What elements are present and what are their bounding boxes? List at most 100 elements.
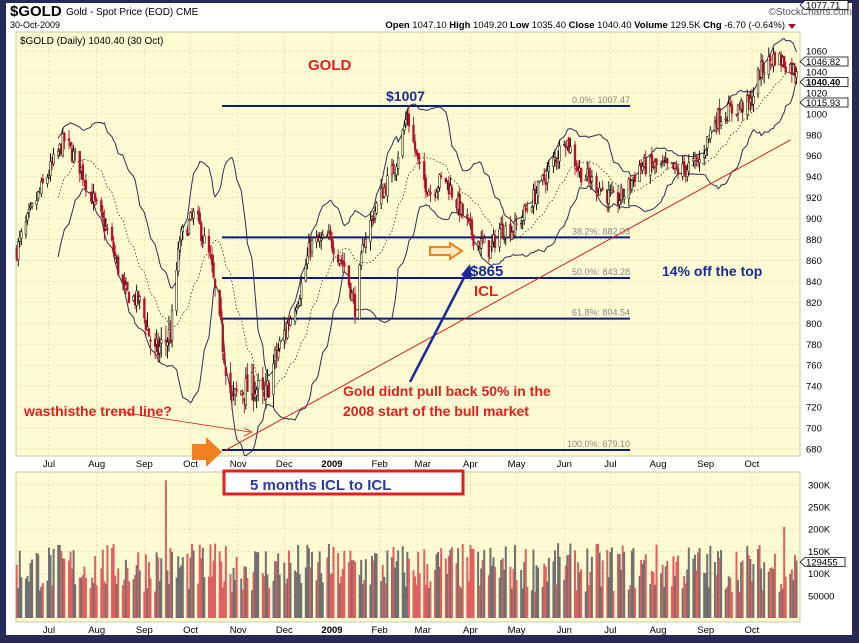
candle-body (666, 158, 669, 164)
candle-body (661, 160, 664, 162)
volume-bar (792, 580, 795, 618)
volume-bar (309, 567, 312, 618)
candle-body (224, 367, 228, 376)
candle-body (621, 188, 624, 199)
volume-bar (512, 568, 515, 618)
candle-body (598, 187, 601, 196)
instrument-name: Gold - Spot Price (EOD) CME (66, 7, 199, 18)
candle-body (552, 157, 555, 167)
candle-body (536, 181, 540, 197)
volume-bar (310, 552, 313, 618)
volume-bar (231, 592, 234, 618)
fibonacci-retracement: 0.0%: 1007.47 38.2%: 882.03 50.0%: 843.28 6… (222, 95, 630, 451)
candle-body (298, 298, 301, 306)
volume-bar (307, 548, 310, 618)
volume-bar (461, 543, 464, 618)
volume-bar (449, 549, 452, 618)
volume-bar (157, 557, 160, 618)
volume-tick-label: 150K (808, 547, 831, 558)
candle-body (283, 330, 286, 341)
volume-bar (103, 581, 106, 618)
volume-bar (171, 552, 174, 618)
candle-body (396, 157, 400, 169)
candle-body (543, 173, 546, 181)
volume-bar (555, 584, 558, 618)
volume-bar (124, 559, 127, 618)
annotation-pullback-2: 2008 start of the bull market (343, 403, 529, 419)
candle-body (329, 230, 332, 236)
candle-body (40, 180, 43, 195)
candle-body (164, 339, 168, 343)
candle-body (633, 175, 637, 182)
volume-bar (343, 550, 346, 618)
volume-bar (515, 580, 518, 618)
volume-bar (494, 567, 497, 618)
volume-bar (446, 573, 449, 618)
candle-body (192, 210, 195, 219)
volume-bar (106, 545, 109, 618)
volume-bar (752, 564, 755, 618)
candle-body (84, 180, 88, 191)
candle-body (503, 238, 506, 240)
volume-bar (697, 552, 700, 618)
candle-body (223, 353, 226, 364)
volume-bar (693, 554, 696, 618)
candle-body (470, 219, 474, 236)
volume-bar (520, 569, 523, 618)
candle-body (415, 149, 418, 154)
volume-bar (530, 590, 533, 618)
date-tick-label: Feb (371, 625, 387, 636)
fib-level-label: 38.2%: 882.03 (572, 226, 630, 236)
date-tick-label: Jul (604, 459, 616, 470)
candle-body (147, 328, 151, 337)
volume-value: 129.5K (670, 20, 701, 31)
volume-bar (577, 562, 580, 618)
volume-bar (472, 548, 475, 618)
volume-bar (790, 569, 793, 618)
volume-bar (267, 587, 270, 618)
candle-body (37, 191, 40, 199)
volume-bar (424, 584, 427, 618)
volume-bar (707, 587, 710, 618)
volume-bar (306, 544, 309, 618)
annotation-trend-question: wasthisthe trend line? (23, 403, 172, 419)
volume-bar (203, 577, 206, 618)
date-tick-label: Jul (43, 459, 55, 470)
candle-body (267, 382, 271, 398)
candle-body (535, 193, 538, 205)
volume-bar (709, 545, 712, 618)
volume-bar (112, 543, 115, 618)
volume-bar (104, 583, 107, 618)
volume-bar (395, 561, 398, 618)
volume-bar (121, 585, 124, 618)
volume-bar (580, 569, 583, 618)
volume-bar (578, 572, 581, 618)
volume-bar (212, 560, 215, 618)
candle-body (336, 254, 340, 263)
volume-bar (537, 567, 540, 618)
volume-bar (706, 553, 709, 618)
volume-bar (481, 559, 484, 618)
volume-bar (498, 577, 501, 618)
candle-body (773, 52, 777, 65)
volume-bar (337, 553, 340, 618)
candle-body (641, 165, 644, 171)
candle-body (63, 133, 66, 142)
candle-body (718, 107, 721, 126)
candle-body (72, 150, 75, 162)
candle-body (272, 363, 275, 395)
volume-bar (480, 568, 483, 618)
volume-bar (660, 573, 663, 618)
volume-bar (406, 551, 409, 618)
date-tick-label: Apr (463, 625, 478, 636)
candle-body (530, 207, 534, 213)
candle-body (295, 307, 298, 311)
candle-body (735, 113, 738, 116)
date-tick-label: Feb (371, 459, 387, 470)
price-tick-label: 800 (806, 319, 822, 330)
volume-bar (338, 583, 341, 618)
volume-bar (438, 566, 441, 618)
volume-bar (178, 567, 181, 618)
volume-bar (60, 550, 63, 618)
header-date: 30-Oct-2009 (10, 20, 60, 30)
